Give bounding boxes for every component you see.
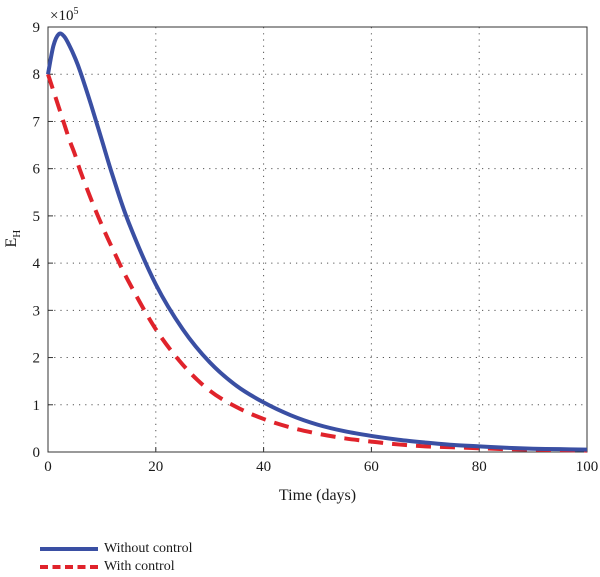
legend-label-without-control: Without control	[104, 541, 193, 556]
y-axis-label-subscript: H	[11, 230, 23, 238]
y-multiplier-base: ×10	[50, 8, 73, 24]
y-tick-label: 2	[33, 351, 41, 367]
y-tick-label: 5	[33, 209, 41, 225]
y-multiplier-exponent: 5	[73, 6, 78, 17]
y-tick-label: 3	[33, 303, 41, 319]
series-line-with-control	[46, 73, 588, 453]
x-tick-label: 20	[148, 459, 163, 475]
y-axis-label-main: E	[3, 238, 20, 248]
x-axis-label: Time (days)	[279, 487, 356, 504]
y-tick-label: 9	[33, 20, 41, 36]
x-tick-label: 0	[44, 459, 52, 475]
legend-swatch-without-control	[40, 547, 98, 551]
y-tick-label: 0	[33, 445, 41, 461]
series-line-without-control	[46, 31, 588, 452]
x-tick-label: 60	[364, 459, 379, 475]
legend-swatch-with-control	[40, 565, 98, 569]
y-tick-label: 7	[33, 114, 41, 130]
x-tick-label: 100	[576, 459, 599, 475]
x-tick-label: 80	[472, 459, 487, 475]
y-tick-label: 4	[33, 256, 41, 272]
plot-frame	[47, 26, 588, 453]
x-tick-label: 40	[256, 459, 271, 475]
legend-label-with-control: With control	[104, 559, 175, 574]
grid-layer	[48, 27, 587, 452]
y-tick-label: 6	[33, 162, 41, 178]
y-tick-label: 8	[33, 67, 41, 83]
y-axis-label: EH	[3, 230, 23, 248]
legend: Without control With control	[40, 540, 192, 576]
legend-item-without-control: Without control	[40, 540, 192, 558]
tick-layer: 0 20 40 60 80 100 0 1 2 3 4 5 6 7 8 9	[33, 20, 599, 475]
legend-item-with-control: With control	[40, 558, 192, 576]
y-axis-multiplier: ×105	[50, 6, 78, 24]
y-tick-label: 1	[33, 398, 41, 414]
series-layer	[46, 31, 588, 453]
